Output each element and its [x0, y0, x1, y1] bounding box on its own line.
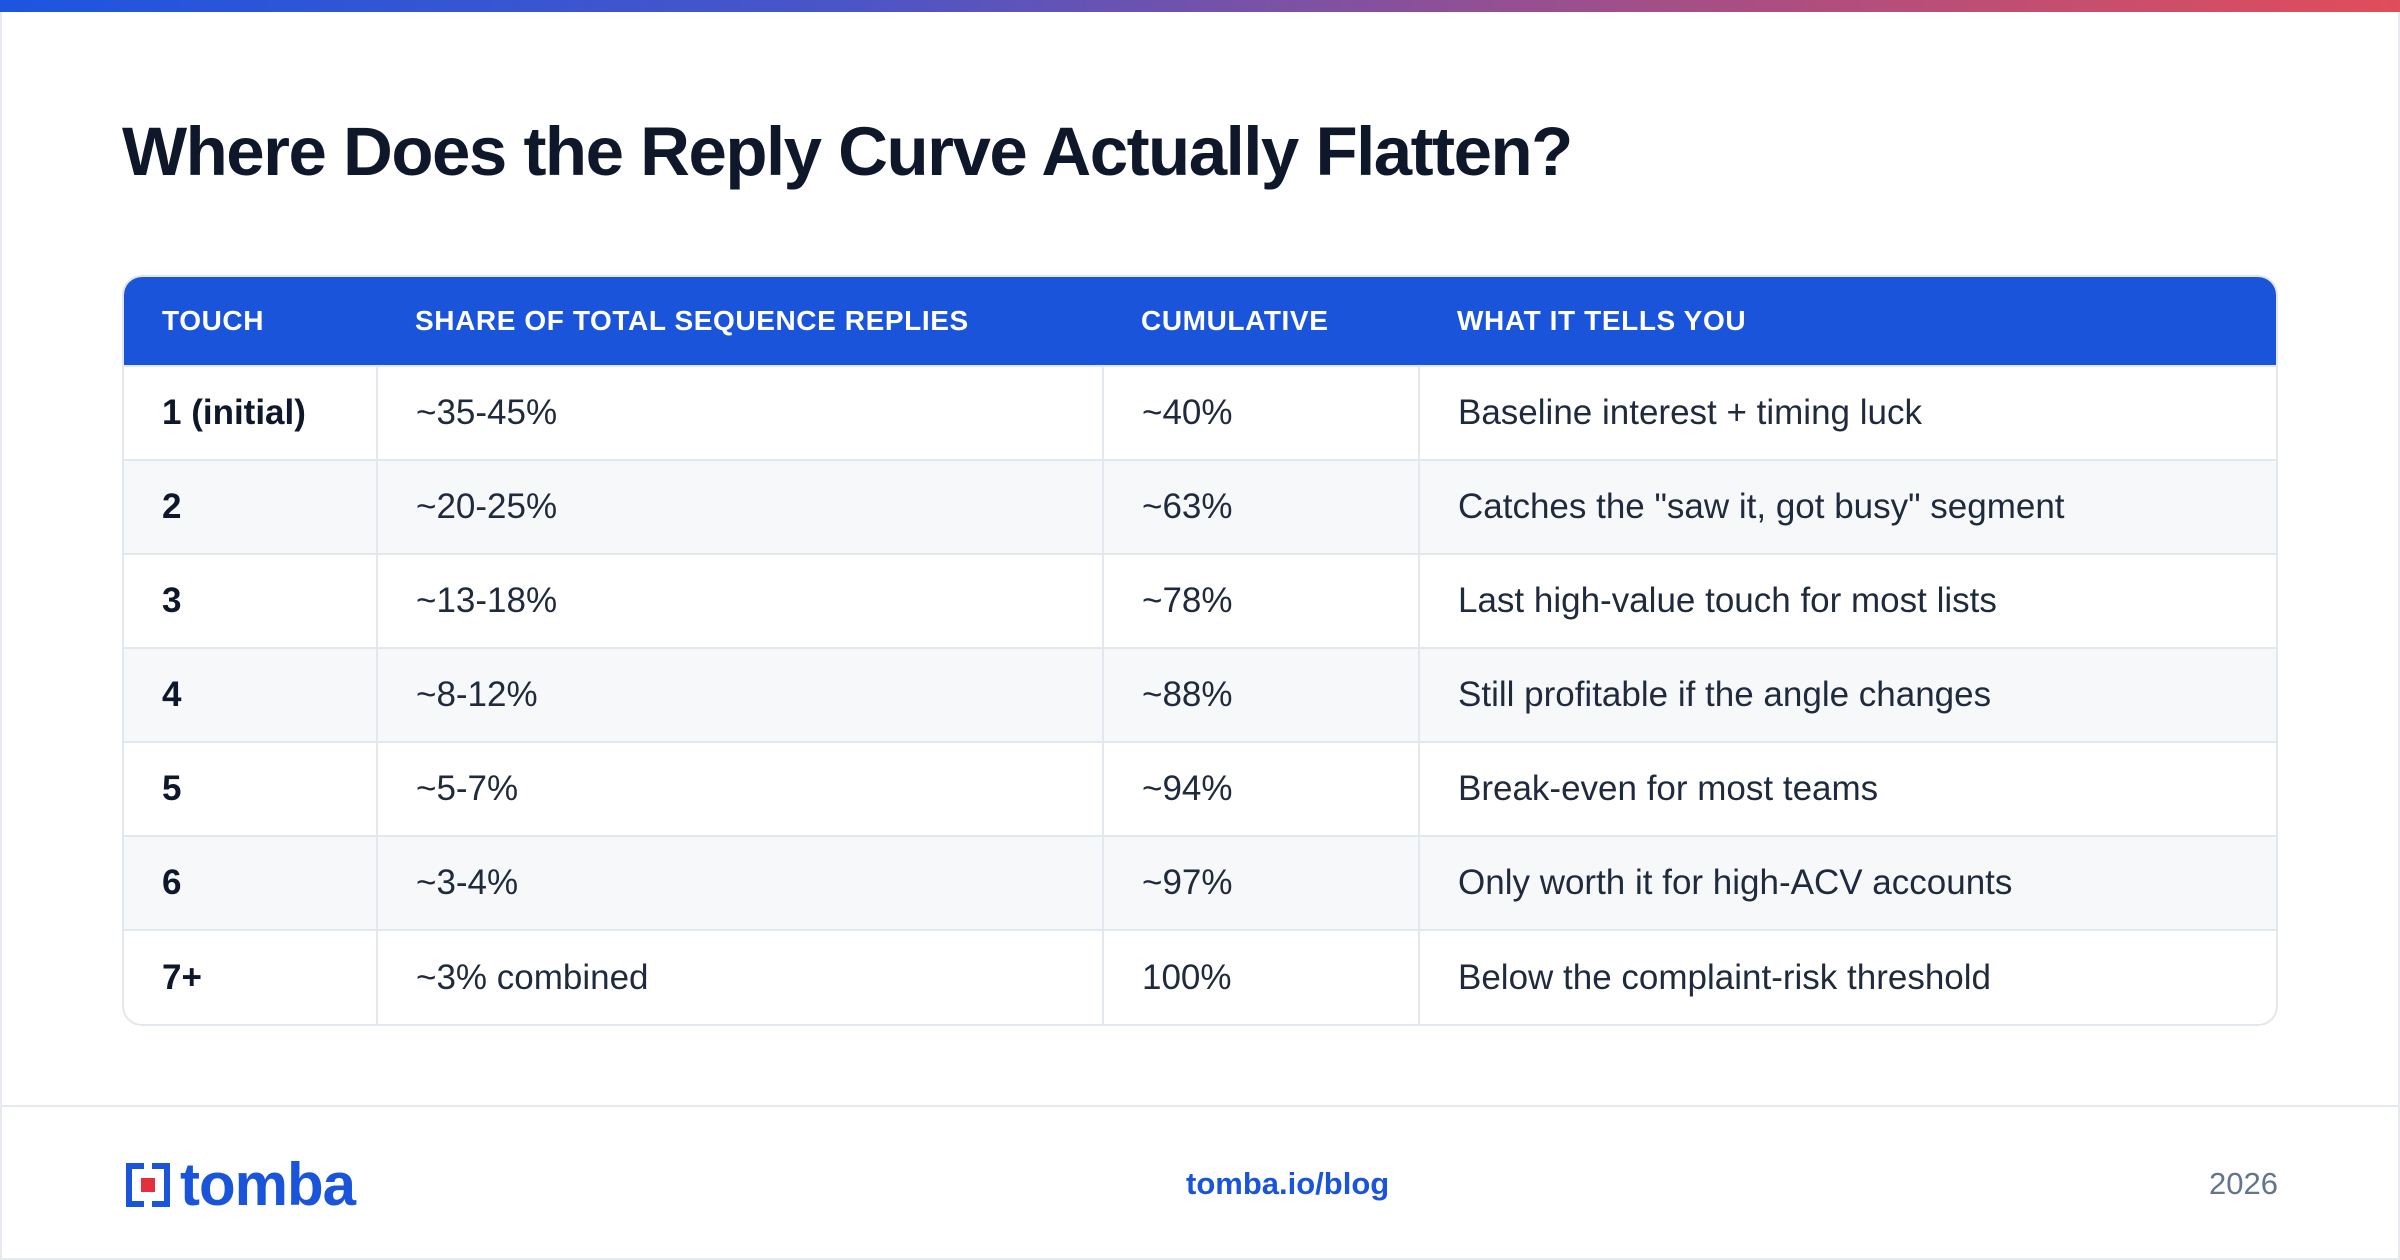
header-share: SHARE OF TOTAL SEQUENCE REPLIES [415, 305, 969, 336]
footer-divider [0, 1105, 2400, 1107]
table-row: 5 ~5-7% ~94% Break-even for most teams [124, 742, 2276, 836]
cell-touch: 4 [162, 675, 182, 714]
logo-wordmark: tomba [180, 1151, 356, 1218]
table-row: 6 ~3-4% ~97% Only worth it for high-ACV … [124, 836, 2276, 930]
cell-cumulative: ~63% [1102, 460, 1419, 554]
table-row: 1 (initial) ~35-45% ~40% Baseline intere… [124, 366, 2276, 460]
header-meaning: WHAT IT TELLS YOU [1457, 305, 1747, 336]
table-row: 7+ ~3% combined 100% Below the complaint… [124, 930, 2276, 1024]
cell-cumulative: ~40% [1102, 366, 1419, 460]
tomba-logo-icon [122, 1159, 174, 1211]
cell-share: ~13-18% [376, 554, 1103, 648]
cell-cumulative: ~97% [1102, 836, 1419, 930]
cell-touch: 1 (initial) [162, 393, 306, 432]
cell-meaning: Baseline interest + timing luck [1418, 366, 2276, 460]
top-gradient-bar [0, 0, 2400, 12]
reply-curve-table: TOUCH SHARE OF TOTAL SEQUENCE REPLIES CU… [124, 277, 2276, 1024]
header-touch: TOUCH [162, 305, 265, 336]
page-title: Where Does the Reply Curve Actually Flat… [122, 113, 1573, 190]
cell-meaning: Last high-value touch for most lists [1418, 554, 2276, 648]
cell-touch: 7+ [162, 957, 202, 997]
cell-meaning: Still profitable if the angle changes [1418, 648, 2276, 742]
cell-cumulative: ~94% [1102, 742, 1419, 836]
cell-cumulative: ~88% [1102, 648, 1419, 742]
table-row: 3 ~13-18% ~78% Last high-value touch for… [124, 554, 2276, 648]
cell-touch: 5 [162, 769, 182, 808]
footer-year: 2026 [2209, 1166, 2278, 1201]
cell-share: ~8-12% [376, 648, 1103, 742]
cell-touch: 6 [162, 863, 182, 902]
cell-cumulative: ~78% [1102, 554, 1419, 648]
card-frame [0, 12, 2400, 1260]
table-header-row: TOUCH SHARE OF TOTAL SEQUENCE REPLIES CU… [124, 277, 2276, 366]
cell-cumulative: 100% [1102, 930, 1419, 1024]
cell-share: ~3% combined [376, 930, 1103, 1024]
cell-meaning: Only worth it for high-ACV accounts [1418, 836, 2276, 930]
table-row: 2 ~20-25% ~63% Catches the "saw it, got … [124, 460, 2276, 554]
cell-touch: 3 [162, 581, 182, 620]
cell-share: ~5-7% [376, 742, 1103, 836]
cell-touch: 2 [162, 487, 182, 526]
cell-meaning: Break-even for most teams [1418, 742, 2276, 836]
cell-share: ~20-25% [376, 460, 1103, 554]
header-cumulative: CUMULATIVE [1141, 305, 1329, 336]
blog-link[interactable]: tomba.io/blog [1186, 1166, 1390, 1201]
cell-share: ~3-4% [376, 836, 1103, 930]
cell-meaning: Below the complaint-risk threshold [1418, 930, 2276, 1024]
cell-share: ~35-45% [376, 366, 1103, 460]
tomba-logo[interactable]: tomba [122, 1151, 356, 1218]
data-table-card: TOUCH SHARE OF TOTAL SEQUENCE REPLIES CU… [122, 275, 2278, 1026]
cell-meaning: Catches the "saw it, got busy" segment [1418, 460, 2276, 554]
table-row: 4 ~8-12% ~88% Still profitable if the an… [124, 648, 2276, 742]
